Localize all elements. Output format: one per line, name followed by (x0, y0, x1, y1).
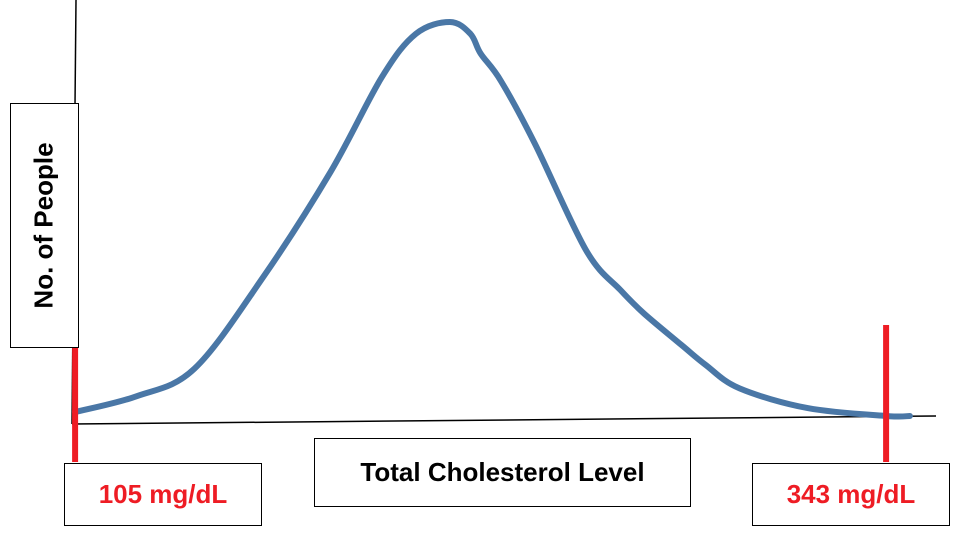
y-axis-label: No. of People (29, 142, 59, 309)
marker-label-low: 105 mg/dL (98, 479, 228, 509)
x-axis-line (71, 415, 937, 425)
x-axis-label-box: Total Cholesterol Level (314, 438, 691, 507)
x-axis-label: Total Cholesterol Level (360, 457, 645, 487)
distribution-curve-series-0 (72, 19, 913, 420)
marker-label-box-high: 343 mg/dL (752, 463, 950, 526)
marker-label-high: 343 mg/dL (786, 479, 916, 509)
y-axis-label-box: No. of People (10, 103, 79, 348)
marker-label-box-low: 105 mg/dL (64, 463, 262, 526)
curve-layer (72, 19, 913, 420)
